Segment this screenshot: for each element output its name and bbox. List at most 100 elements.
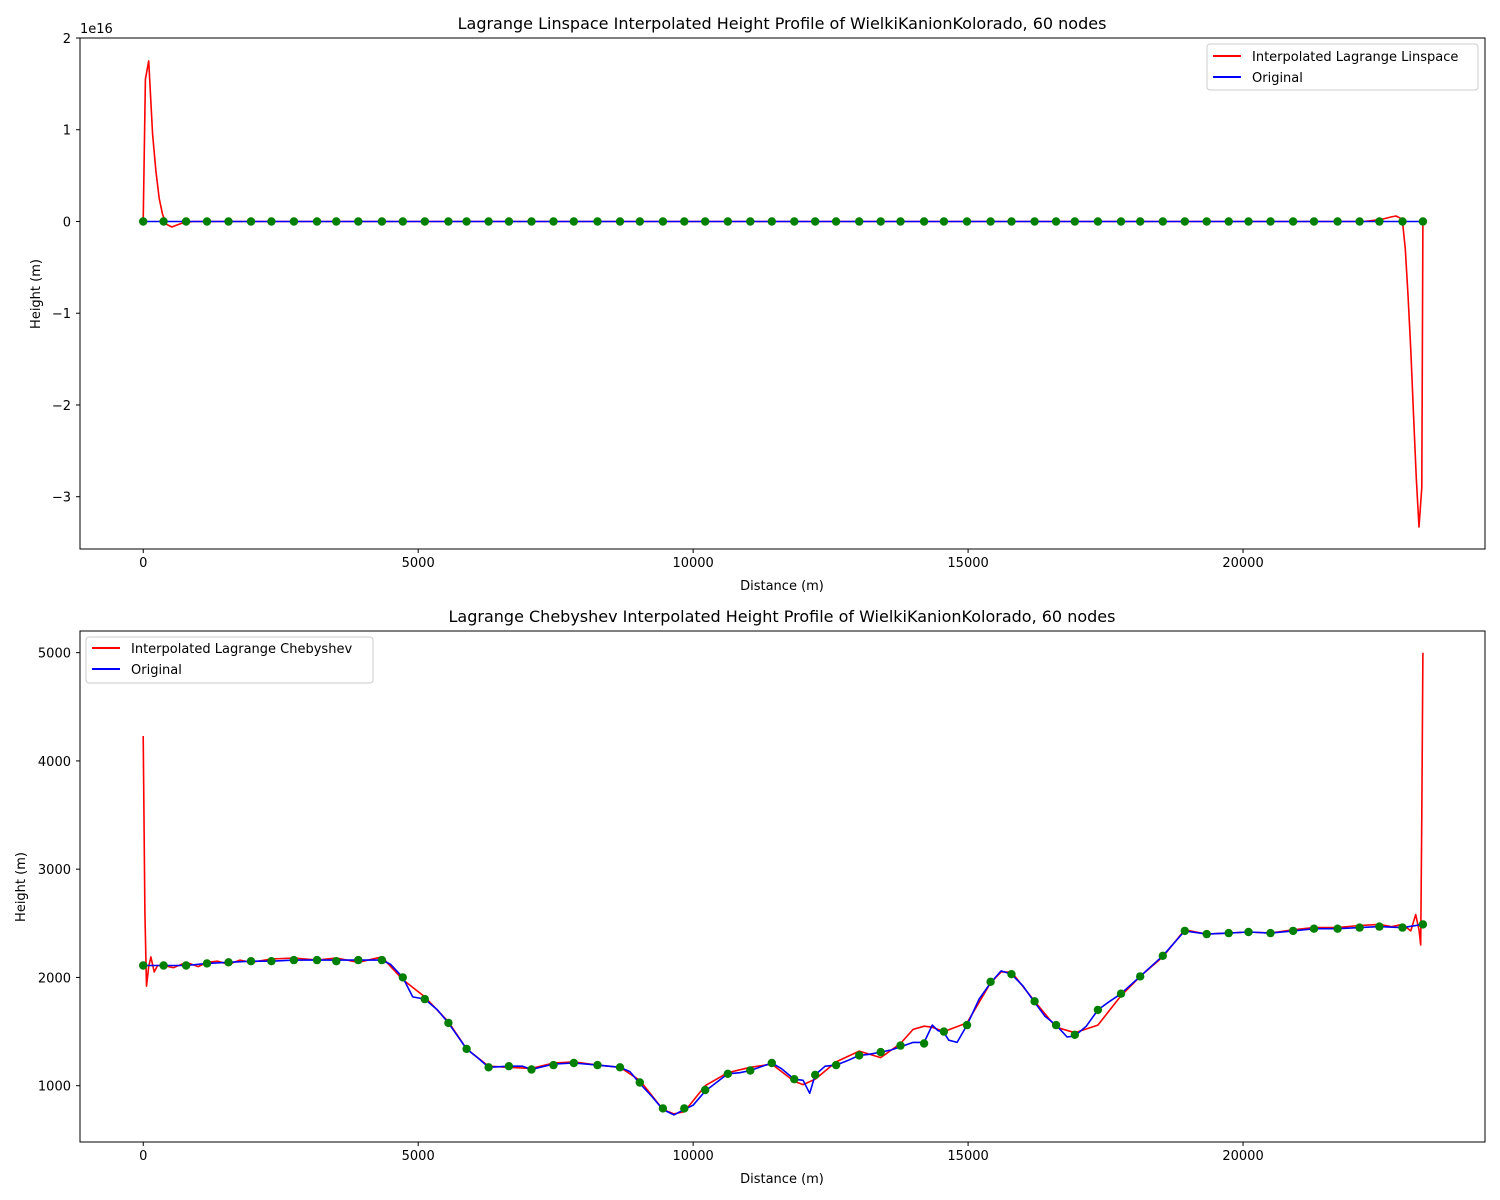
node-marker <box>939 217 949 226</box>
x-tick-label: 10000 <box>672 556 713 571</box>
node-marker <box>224 217 233 226</box>
node-marker <box>876 217 885 226</box>
node-marker <box>1030 997 1039 1006</box>
node-marker <box>289 955 299 965</box>
y-tick-label: 2 <box>63 32 71 47</box>
node-marker <box>202 959 212 968</box>
node-marker <box>919 217 929 226</box>
node-marker <box>919 1039 929 1048</box>
y-axis: 2 1 0 −1 −2 −3 <box>52 32 80 506</box>
node-marker <box>790 1075 799 1084</box>
node-marker <box>962 217 972 226</box>
node-marker <box>159 961 168 970</box>
node-marker <box>876 1047 885 1057</box>
legend-label-interpolated: Interpolated Lagrange Linspace <box>1252 50 1458 65</box>
node-marker <box>1333 924 1342 933</box>
node-marker <box>615 217 625 226</box>
y-tick-label: 4000 <box>38 755 71 770</box>
y-tick-label: −1 <box>52 307 71 322</box>
node-marker <box>267 957 276 966</box>
node-marker <box>1202 929 1211 939</box>
node-marker <box>767 217 776 226</box>
node-marker <box>1375 217 1384 226</box>
node-marker <box>1418 920 1428 929</box>
plot-area <box>139 652 1428 1116</box>
y-tick-label: 1000 <box>38 1080 71 1095</box>
node-marker <box>462 217 471 226</box>
x-tick-label: 0 <box>139 1149 147 1164</box>
node-marker <box>527 1065 536 1074</box>
node-marker <box>767 1058 776 1068</box>
node-marker <box>1136 972 1145 981</box>
node-marker <box>896 1041 905 1050</box>
node-marker <box>1224 217 1233 226</box>
node-marker <box>855 1051 864 1060</box>
y-axis-label: Height (m) <box>14 852 29 922</box>
node-marker <box>658 217 668 226</box>
node-marker <box>398 217 407 226</box>
y-axis-label: Height (m) <box>29 259 44 329</box>
y-tick-label: −3 <box>52 491 71 506</box>
node-marker <box>939 1027 949 1036</box>
node-marker <box>811 1070 820 1080</box>
node-marker <box>986 977 995 986</box>
x-tick-label: 15000 <box>947 1149 988 1164</box>
node-marker <box>549 1060 558 1070</box>
node-marker <box>746 217 755 226</box>
node-marker <box>398 973 407 982</box>
node-marker <box>701 1085 710 1095</box>
node-marker <box>1180 217 1190 226</box>
x-tick-label: 0 <box>139 556 147 571</box>
x-axis-label: Distance (m) <box>740 1172 824 1187</box>
node-marker <box>377 955 387 965</box>
legend-label-interpolated: Interpolated Lagrange Chebyshev <box>131 642 352 657</box>
node-marker <box>1051 217 1061 226</box>
node-marker <box>1116 989 1126 998</box>
plot-area <box>139 60 1428 528</box>
node-marker <box>1224 928 1233 938</box>
node-marker <box>569 1058 578 1068</box>
node-marker <box>549 217 558 226</box>
node-marker <box>1309 924 1319 933</box>
node-marker <box>462 1044 471 1054</box>
chart-linspace: Lagrange Linspace Interpolated Height Pr… <box>29 14 1486 594</box>
node-marker <box>1418 217 1428 226</box>
node-marker <box>723 217 732 226</box>
node-marker <box>658 1104 668 1113</box>
x-axis-label: Distance (m) <box>740 579 824 594</box>
x-tick-label: 10000 <box>672 1149 713 1164</box>
y-tick-label: 5000 <box>38 647 71 662</box>
node-marker <box>1266 217 1275 226</box>
node-marker <box>593 217 602 226</box>
node-marker <box>635 1078 644 1087</box>
node-marker <box>680 217 689 226</box>
y-tick-label: 2000 <box>38 971 71 986</box>
node-marker <box>312 955 322 965</box>
node-marker <box>224 958 233 967</box>
node-marker <box>1375 922 1384 931</box>
x-tick-label: 5000 <box>402 1149 435 1164</box>
node-marker <box>444 217 453 226</box>
x-tick-label: 15000 <box>947 556 988 571</box>
node-marker <box>159 217 168 226</box>
node-marker <box>1136 217 1145 226</box>
node-marker <box>831 217 841 226</box>
node-marker <box>1158 217 1168 226</box>
node-marker <box>1093 217 1103 226</box>
x-tick-label: 20000 <box>1222 556 1263 571</box>
node-marker <box>1288 926 1298 936</box>
chart-title: Lagrange Chebyshev Interpolated Height P… <box>449 607 1116 626</box>
node-marker <box>701 217 710 226</box>
node-marker <box>1070 217 1080 226</box>
node-marker <box>831 1060 841 1070</box>
node-marker <box>354 955 363 965</box>
node-marker <box>723 1069 732 1079</box>
node-marker <box>1051 1020 1061 1030</box>
node-marker <box>202 217 212 226</box>
node-marker <box>504 1062 514 1071</box>
node-marker <box>139 217 148 226</box>
node-marker <box>635 217 644 226</box>
plot-frame <box>79 630 1486 1143</box>
node-marker <box>1244 217 1253 226</box>
